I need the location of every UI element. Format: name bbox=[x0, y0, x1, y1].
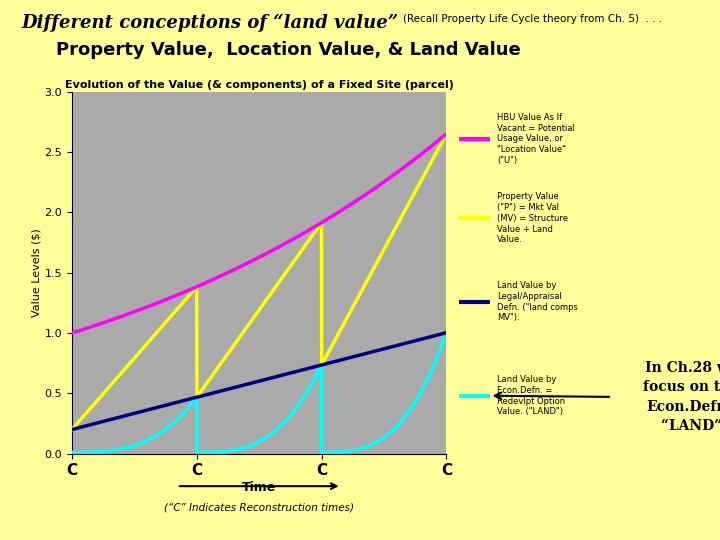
Text: In Ch.28 we
focus on the
Econ.Defn.:
“LAND”: In Ch.28 we focus on the Econ.Defn.: “LA… bbox=[643, 361, 720, 433]
Text: Land Value by
Legal/Appraisal
Defn. ("land comps
MV").: Land Value by Legal/Appraisal Defn. ("la… bbox=[497, 281, 577, 322]
Text: Land Value by
Econ.Defn. =
Redevlpt Option
Value. ("LAND"): Land Value by Econ.Defn. = Redevlpt Opti… bbox=[497, 375, 565, 416]
Text: HBU Value As If
Vacant = Potential
Usage Value, or
"Location Value"
("U"): HBU Value As If Vacant = Potential Usage… bbox=[497, 113, 575, 165]
Text: (“C” Indicates Reconstruction times): (“C” Indicates Reconstruction times) bbox=[164, 502, 354, 512]
Title: Evolution of the Value (& components) of a Fixed Site (parcel): Evolution of the Value (& components) of… bbox=[65, 79, 454, 90]
Text: Different conceptions of “land value”: Different conceptions of “land value” bbox=[22, 14, 399, 32]
Text: Property Value,  Location Value, & Land Value: Property Value, Location Value, & Land V… bbox=[55, 41, 521, 59]
Text: (Recall Property Life Cycle theory from Ch. 5)  . . .: (Recall Property Life Cycle theory from … bbox=[403, 14, 662, 24]
Text: Property Value
("P") = Mkt Val
(MV) = Structure
Value + Land
Value.: Property Value ("P") = Mkt Val (MV) = St… bbox=[497, 192, 568, 245]
Y-axis label: Value Levels ($): Value Levels ($) bbox=[32, 228, 42, 317]
Text: Time: Time bbox=[242, 481, 276, 494]
